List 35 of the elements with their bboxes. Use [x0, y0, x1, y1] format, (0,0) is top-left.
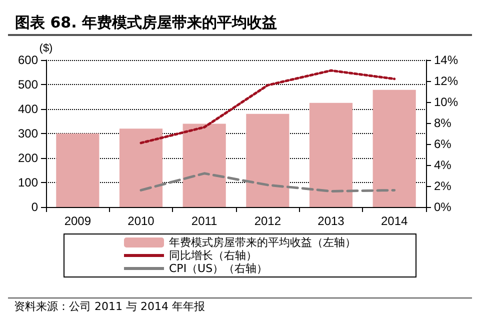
y-tick-label: 300: [18, 126, 38, 140]
bar: [309, 102, 353, 207]
y-axis-title: ($): [39, 42, 53, 54]
y2-tick-label: 0%: [434, 200, 452, 214]
y-tick-label: 0: [31, 200, 38, 214]
y2-tick-label: 2%: [434, 179, 452, 193]
y-tick-label: 600: [18, 53, 38, 67]
x-tick-label: 2012: [254, 214, 282, 228]
bar: [119, 128, 163, 207]
text: 资料来源：公司 2011 与 2014 年年报: [14, 300, 205, 313]
y2-tick-label: 8%: [434, 116, 452, 130]
legend-label: CPI（US）（右轴）: [169, 262, 268, 275]
x-tick-label: 2010: [128, 214, 155, 228]
y-tick-label: 400: [18, 102, 38, 116]
bar: [182, 124, 226, 207]
chart-title: 图表 68. 年费模式房屋带来的平均收益: [15, 14, 278, 32]
bar: [246, 114, 290, 207]
bar: [56, 134, 100, 207]
x-tick-label: 2009: [64, 214, 92, 228]
line-series: [140, 69, 396, 144]
bar: [372, 90, 416, 207]
x-tick-label: 2011: [191, 214, 218, 228]
line-series: [140, 172, 396, 192]
y-tick-label: 500: [18, 78, 38, 92]
y2-tick-label: 14%: [434, 53, 458, 67]
y-tick-label: 100: [18, 176, 38, 190]
legend-label: 年费模式房屋带来的平均收益（左轴）: [169, 236, 356, 249]
x-tick-label: 2014: [380, 214, 408, 228]
legend-label: 同比增长（右轴）: [169, 249, 257, 262]
y2-tick-label: 4%: [434, 158, 452, 172]
y-tick-label: 200: [18, 151, 38, 165]
y2-tick-label: 10%: [434, 95, 458, 109]
y2-tick-label: 6%: [434, 137, 452, 151]
y2-tick-label: 12%: [434, 74, 458, 88]
x-tick-label: 2013: [318, 214, 345, 228]
